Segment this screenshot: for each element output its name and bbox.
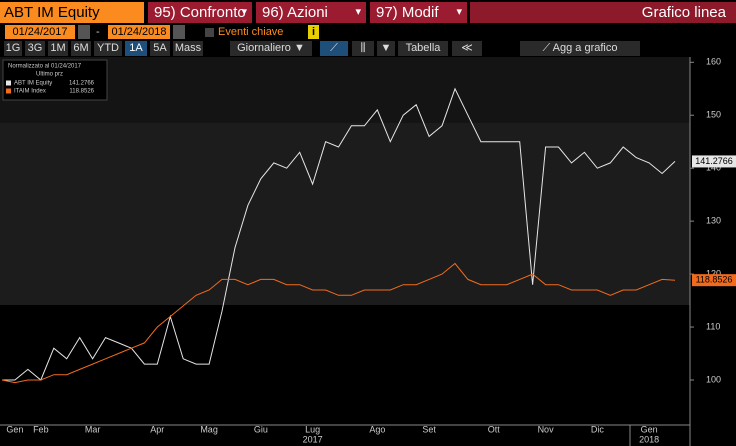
x-tick-label: Ott xyxy=(488,424,501,434)
band xyxy=(0,123,690,305)
add-label: Agg a grafico xyxy=(552,42,618,54)
calendar-icon[interactable] xyxy=(173,25,185,39)
frequency-label: Giornaliero xyxy=(237,42,291,54)
y-tick-label: 110 xyxy=(706,321,720,331)
period-button[interactable]: 1M xyxy=(48,41,68,56)
line-icon[interactable]: ⟋ xyxy=(320,41,348,56)
checkbox[interactable] xyxy=(205,28,214,37)
x-tick-label: Mar xyxy=(85,424,101,434)
x-tick-label: Lug xyxy=(305,424,320,434)
last-value-box xyxy=(692,274,736,287)
security-field[interactable]: ABT IM Equity xyxy=(0,2,144,23)
end-date[interactable]: 01/24/2018 xyxy=(108,25,170,39)
legend: Normalizzato al 01/24/2017 Ultimo prz AB… xyxy=(2,59,108,101)
calendar-icon[interactable] xyxy=(78,25,90,39)
y-tick-label: 150 xyxy=(706,110,721,120)
y-tick-label: 160 xyxy=(706,57,721,67)
y-tick-label: 100 xyxy=(706,374,721,384)
x-tick-label: Feb xyxy=(33,424,49,434)
period-button[interactable]: 1A xyxy=(125,41,147,56)
dropdown[interactable]: ▼ xyxy=(377,41,395,56)
key-events[interactable]: Eventi chiave xyxy=(218,26,284,38)
chart: Normalizzato al 01/24/2017 Ultimo prz AB… xyxy=(0,57,736,446)
x-tick-label: Ago xyxy=(369,424,385,434)
tab[interactable]: 95) Confronto xyxy=(148,2,252,23)
period-button[interactable]: 1G xyxy=(4,41,22,56)
series-line xyxy=(1,262,676,384)
tab[interactable]: 96) Azioni xyxy=(256,2,366,23)
legend-value: 118.8526 xyxy=(69,89,94,95)
tab[interactable]: 97) Modif xyxy=(370,2,467,23)
collapse-button[interactable]: ≪ xyxy=(452,41,482,56)
legend-swatch xyxy=(6,88,11,94)
separator: - xyxy=(96,26,100,38)
legend-title: Normalizzato al 01/24/2017 xyxy=(8,64,82,70)
x-tick-label: Apr xyxy=(150,424,164,434)
legend-box xyxy=(2,59,108,101)
period-button[interactable]: YTD xyxy=(94,41,122,56)
last-value-label: 118.8526 xyxy=(696,275,733,285)
legend-title: Ultimo prz xyxy=(36,72,63,78)
year-label: 2018 xyxy=(639,434,659,444)
legend-swatch xyxy=(6,80,11,86)
x-tick-label: Nov xyxy=(538,424,555,434)
period-button[interactable]: 6M xyxy=(71,41,91,56)
table-button[interactable]: Tabella xyxy=(398,41,448,56)
add-to-chart[interactable]: ⟋ Agg a grafico xyxy=(520,41,640,56)
series-line xyxy=(2,87,676,381)
period-button[interactable]: 5A xyxy=(150,41,170,56)
x-tick-label: Gen xyxy=(6,424,23,434)
x-tick-label: Set xyxy=(422,424,436,434)
legend-label: ITAIM Index xyxy=(14,89,46,95)
legend-label: ABT IM Equity xyxy=(14,81,52,87)
year-label: 2017 xyxy=(303,434,323,444)
last-value-box xyxy=(692,155,736,168)
period-button[interactable]: 3G xyxy=(25,41,45,56)
y-tick-label: 130 xyxy=(706,216,721,226)
x-tick-label: Mag xyxy=(200,424,218,434)
period-button[interactable]: Mass xyxy=(173,41,203,56)
last-value-label: 141.2766 xyxy=(695,156,733,166)
x-tick-label: Dic xyxy=(591,424,604,434)
start-date[interactable]: 01/24/2017 xyxy=(5,25,75,39)
legend-value: 141.2766 xyxy=(69,81,95,87)
view-title: Grafico linea xyxy=(470,2,736,23)
x-tick-label: Gen xyxy=(641,424,658,434)
band xyxy=(0,57,690,123)
x-tick-label: Giu xyxy=(254,424,268,434)
frequency[interactable]: Giornaliero ▼ xyxy=(230,41,312,56)
bar-icon[interactable]: ⫼ xyxy=(352,41,374,56)
y-tick-label: 140 xyxy=(706,163,721,173)
y-tick-label: 120 xyxy=(706,268,721,278)
info-icon[interactable]: i xyxy=(308,25,319,39)
